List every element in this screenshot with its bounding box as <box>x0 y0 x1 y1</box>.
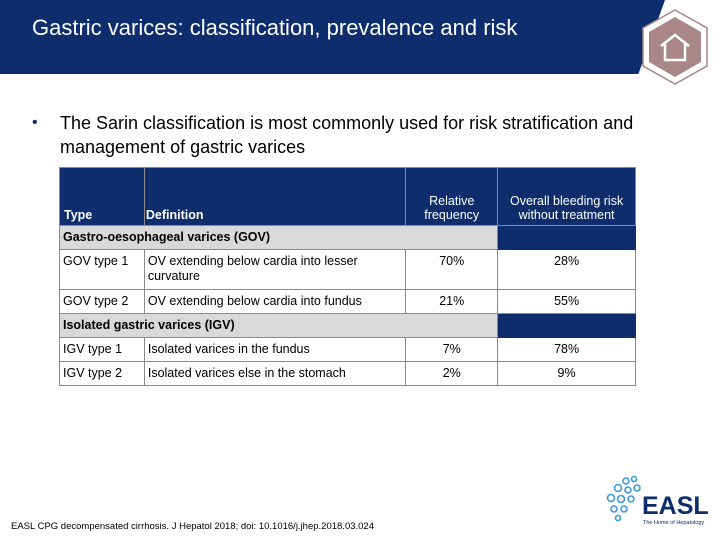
svg-text:EASL: EASL <box>642 492 708 520</box>
table-row: GOV type 2 OV extending below cardia int… <box>59 289 636 314</box>
cell-frequency: 7% <box>405 337 499 362</box>
table-row: IGV type 2 Isolated varices else in the … <box>59 361 636 386</box>
sarin-classification-table: Type Definition Relative frequency Overa… <box>58 167 636 386</box>
header-type: Type <box>59 167 145 226</box>
cell-type: GOV type 2 <box>59 289 145 314</box>
cell-definition: Isolated varices else in the stomach <box>143 361 407 386</box>
cell-frequency: 2% <box>405 361 499 386</box>
cell-definition: OV extending below cardia into fundus <box>143 289 407 314</box>
cell-type: IGV type 1 <box>59 337 145 362</box>
cell-frequency: 70% <box>405 249 499 290</box>
cell-risk: 55% <box>497 289 636 314</box>
home-icon <box>642 9 708 85</box>
group-fill <box>497 313 636 338</box>
title-bar <box>0 0 665 74</box>
cell-type: IGV type 2 <box>59 361 145 386</box>
group-row-igv: Isolated gastric varices (IGV) <box>58 313 636 338</box>
easl-logo-mark: EASL The Home of Hepatology <box>606 475 709 526</box>
group-fill <box>497 225 636 250</box>
cell-definition: OV extending below cardia into lesser cu… <box>143 249 407 290</box>
easl-logo: EASL The Home of Hepatology <box>604 474 709 526</box>
header-risk: Overall bleeding risk without treatment <box>497 167 636 226</box>
footnote-citation: EASL CPG decompensated cirrhosis. J Hepa… <box>11 521 374 532</box>
home-button[interactable] <box>636 8 714 86</box>
cell-risk: 9% <box>497 361 636 386</box>
svg-text:The Home of Hepatology: The Home of Hepatology <box>643 520 704 526</box>
table-row: IGV type 1 Isolated varices in the fundu… <box>59 337 636 362</box>
table-row: GOV type 1 OV extending below cardia int… <box>59 249 636 290</box>
group-label: Isolated gastric varices (IGV) <box>58 313 499 338</box>
cell-risk: 28% <box>497 249 636 290</box>
cell-frequency: 21% <box>405 289 499 314</box>
header-definition: Definition <box>143 167 407 226</box>
cell-risk: 78% <box>497 337 636 362</box>
table-header-row: Type Definition Relative frequency Overa… <box>59 167 636 226</box>
group-label: Gastro-oesophageal varices (GOV) <box>58 225 499 250</box>
bullet-dot: • <box>32 114 38 131</box>
header-frequency: Relative frequency <box>405 167 499 226</box>
cell-definition: Isolated varices in the fundus <box>143 337 407 362</box>
bullet-text: The Sarin classification is most commonl… <box>60 113 634 157</box>
group-row-gov: Gastro-oesophageal varices (GOV) <box>58 225 636 250</box>
slide-title: Gastric varices: classification, prevale… <box>32 15 518 40</box>
cell-type: GOV type 1 <box>59 249 145 290</box>
